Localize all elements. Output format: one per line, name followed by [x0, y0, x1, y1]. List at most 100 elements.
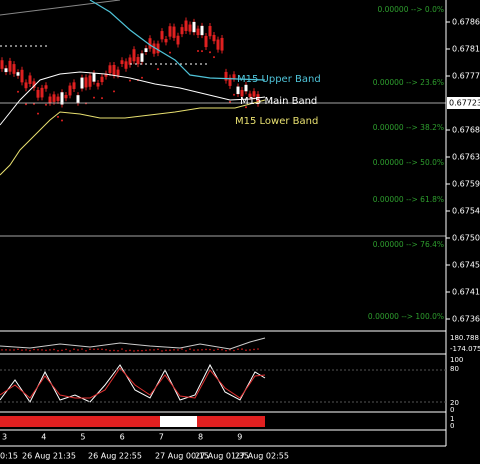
candle: [84, 77, 88, 88]
cci-dot: [201, 348, 203, 351]
cci-dot: [37, 349, 39, 351]
cci-dot: [73, 348, 75, 350]
trend-line: [0, 0, 121, 16]
candle: [220, 37, 224, 51]
cci-dot: [53, 348, 55, 351]
cci-dot: [97, 348, 99, 350]
cci-dot: [209, 348, 211, 351]
signal-dot: [169, 51, 171, 54]
cci-line: [0, 337, 266, 350]
cci-dot: [45, 349, 47, 352]
candle: [64, 94, 68, 99]
candle: [252, 91, 256, 97]
strip-scale: 0: [450, 422, 454, 430]
candle: [204, 35, 208, 48]
candle: [236, 86, 240, 95]
cci-dot: [81, 348, 83, 350]
candle: [132, 49, 136, 62]
signal-dot: [101, 97, 103, 100]
cci-dot: [221, 348, 223, 351]
candle: [80, 77, 84, 89]
strip-scale: 1: [450, 415, 454, 423]
signal-dot: [61, 119, 63, 122]
cci-dot: [213, 349, 215, 352]
candle: [24, 82, 28, 89]
cci-dot: [33, 348, 35, 351]
candle: [36, 89, 40, 98]
cci-dot: [153, 349, 155, 351]
fib-label: 0.00000 --> 61.8%: [373, 195, 444, 204]
signal-dot: [229, 100, 231, 103]
cci-dot: [125, 350, 127, 352]
day-label: 8: [198, 433, 203, 442]
cci-dot: [85, 349, 87, 352]
candle: [200, 25, 204, 36]
lower-band-line: [0, 99, 266, 176]
upper-band-line: [89, 0, 266, 81]
signal-strip-neutral: [160, 416, 197, 427]
candle: [244, 84, 248, 92]
cci-dot: [9, 349, 11, 351]
cci-dot: [93, 348, 95, 351]
fib-label: 0.00000 --> 0.0%: [377, 5, 444, 14]
candle: [124, 61, 128, 69]
day-label: 6: [120, 433, 125, 442]
candle: [116, 69, 120, 76]
day-label: 4: [41, 433, 46, 442]
candle: [140, 53, 144, 62]
cci-dot: [129, 349, 131, 352]
signal-dot: [245, 106, 247, 109]
candle: [8, 60, 12, 72]
candle: [208, 26, 212, 37]
cci-dot: [77, 349, 79, 351]
signal-dot: [57, 115, 59, 118]
candle: [232, 74, 236, 79]
candle: [112, 65, 116, 76]
cci-dot: [185, 350, 187, 352]
cci-dot: [205, 348, 207, 351]
candle: [48, 96, 52, 103]
price-label: 0.67545: [452, 207, 480, 216]
candle: [100, 76, 104, 83]
cci-dot: [157, 348, 159, 351]
candle: [148, 38, 152, 49]
candle: [12, 64, 16, 74]
candle: [168, 26, 172, 37]
candle: [72, 82, 76, 89]
band-label: M15 Lower Band: [235, 116, 318, 127]
cci-dot: [165, 349, 167, 352]
cci-dot: [137, 349, 139, 352]
cci-dot: [49, 349, 51, 351]
candle: [156, 43, 160, 54]
candle: [160, 31, 164, 40]
price-label: 0.67635: [452, 153, 480, 162]
cci-dot: [193, 349, 195, 351]
signal-dot: [233, 93, 235, 96]
time-label: 27 Aug 01:35: [195, 452, 249, 461]
cci-dot: [29, 349, 31, 352]
band-label: M15 Main Band: [240, 96, 317, 107]
time-label: 26 Aug 22:55: [88, 452, 142, 461]
cci-dot: [249, 349, 251, 351]
cci-dot: [245, 349, 247, 352]
cci-dot: [161, 350, 163, 352]
cci-dot: [25, 349, 27, 351]
cci-dot: [5, 349, 7, 351]
signal-dot: [25, 103, 27, 106]
fib-label: 0.00000 --> 23.6%: [373, 78, 444, 87]
candle: [0, 60, 4, 69]
cci-dot: [169, 349, 171, 351]
cci-dot: [89, 348, 91, 350]
candle: [44, 85, 48, 89]
candle: [60, 92, 64, 105]
time-label: 26 Aug 21:35: [22, 452, 76, 461]
candle: [32, 81, 36, 88]
candle: [192, 21, 196, 33]
candle: [56, 96, 60, 101]
candle: [92, 73, 96, 82]
candle: [16, 72, 20, 76]
candle: [196, 28, 200, 36]
price-label: 0.67365: [452, 315, 480, 324]
